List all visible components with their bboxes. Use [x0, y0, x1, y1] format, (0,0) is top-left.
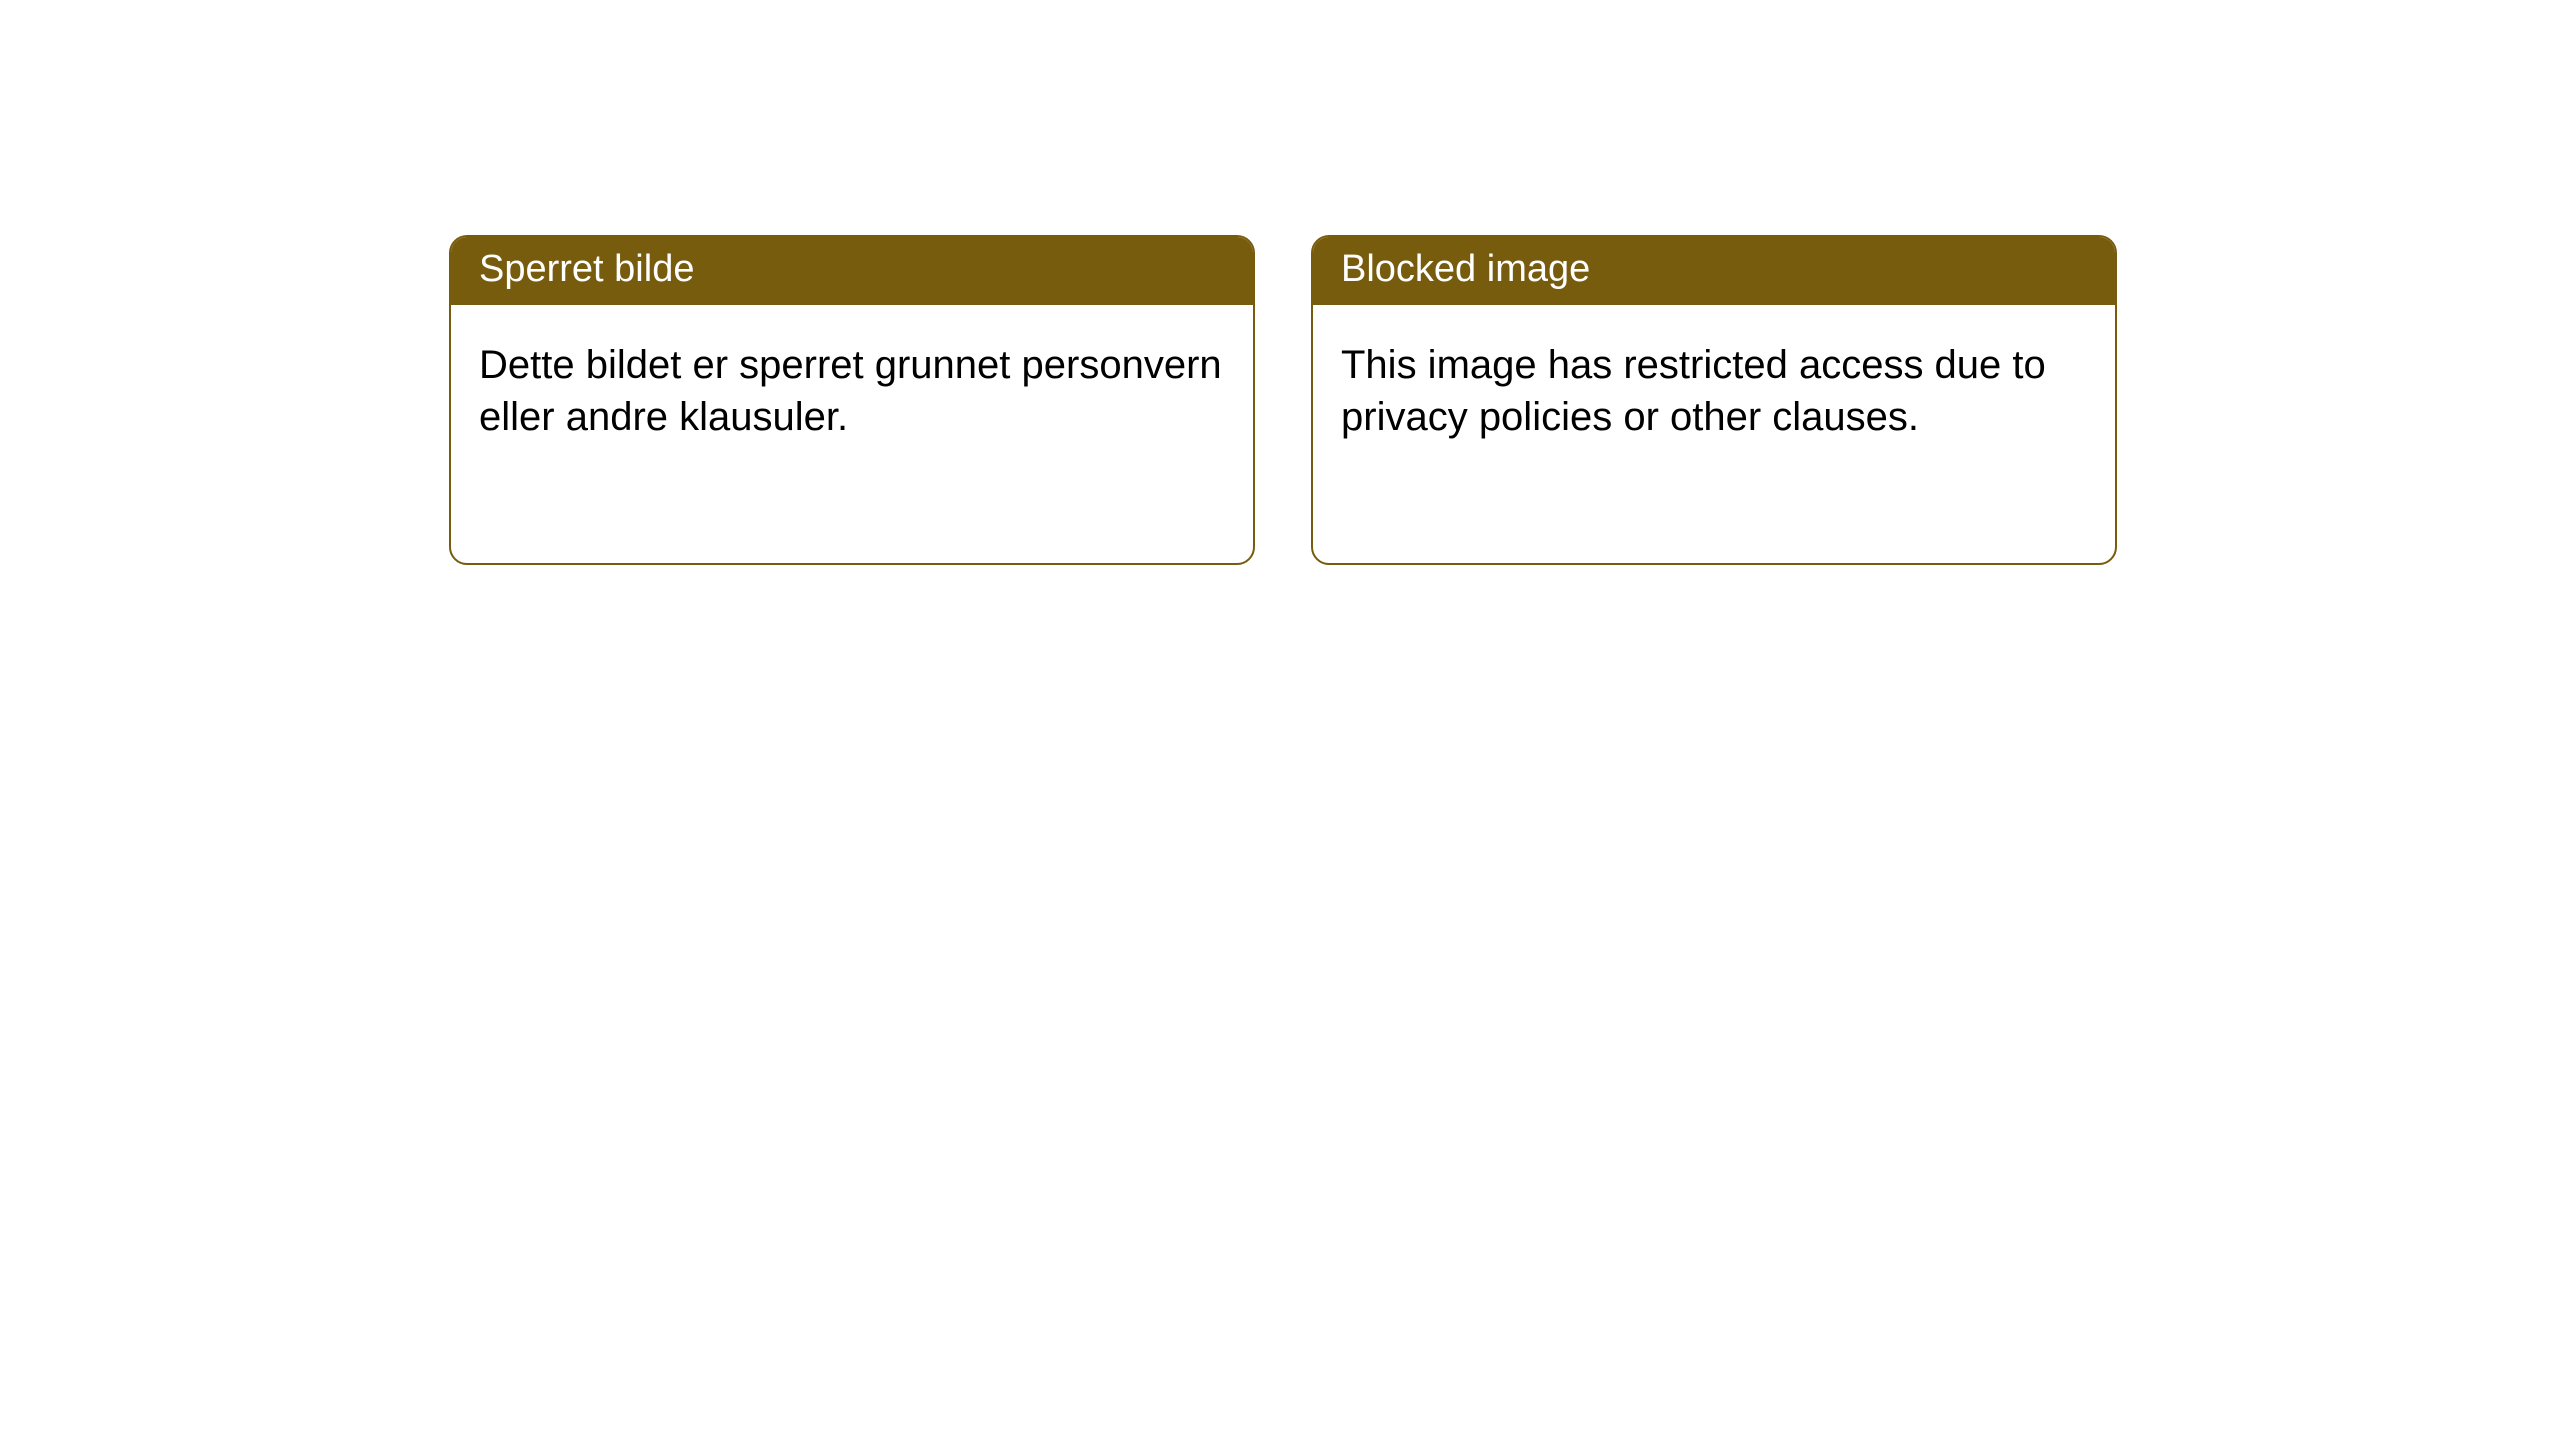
- notice-card-norwegian: Sperret bilde Dette bildet er sperret gr…: [449, 235, 1255, 565]
- notice-title-norwegian: Sperret bilde: [451, 237, 1253, 305]
- notice-message-english: This image has restricted access due to …: [1313, 305, 2115, 477]
- notice-title-english: Blocked image: [1313, 237, 2115, 305]
- notice-card-english: Blocked image This image has restricted …: [1311, 235, 2117, 565]
- notice-message-norwegian: Dette bildet er sperret grunnet personve…: [451, 305, 1253, 477]
- notice-container: Sperret bilde Dette bildet er sperret gr…: [449, 235, 2117, 565]
